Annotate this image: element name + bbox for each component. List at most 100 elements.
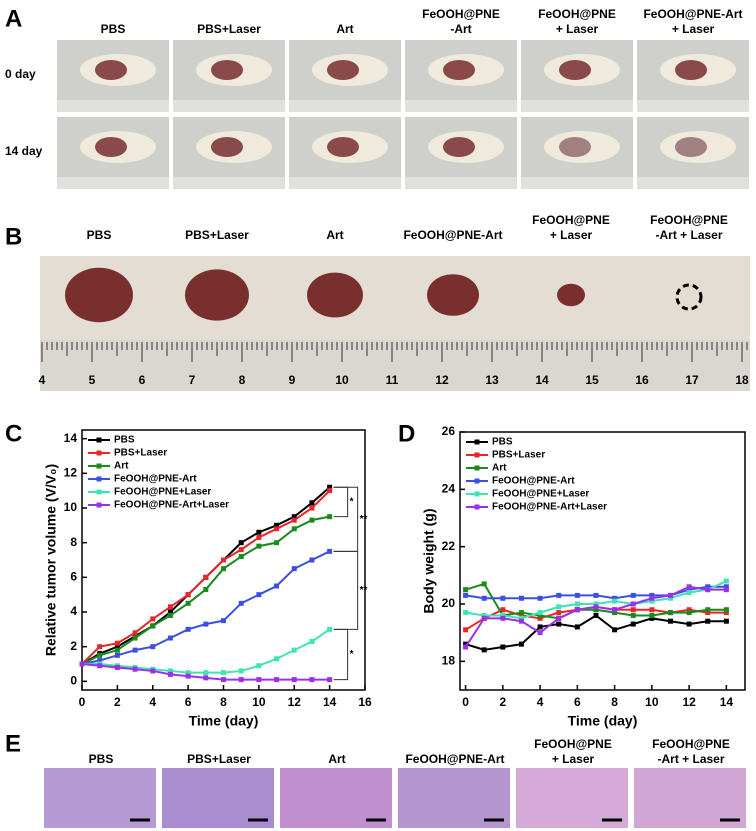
data-point [705,610,711,616]
data-point [221,566,226,572]
data-point [481,595,487,601]
data-point [500,644,506,650]
significance-mark: ** [360,585,368,596]
data-point [274,583,280,589]
x-tick-label: 12 [682,695,696,709]
x-tick-label: 8 [220,695,227,709]
ruler-label: 16 [635,373,649,387]
ruler-label: 6 [139,373,146,387]
data-point [274,677,280,683]
data-point [150,644,156,650]
data-point [667,595,673,601]
scale-ruler [521,177,633,189]
data-point [309,517,315,523]
ruler-label: 18 [735,373,749,387]
column-header: + Laser [672,22,715,36]
data-point [463,587,469,593]
tumor [211,137,243,157]
data-point [114,652,120,658]
data-point [167,612,173,618]
data-point [537,610,543,616]
data-point [256,677,262,683]
panel-label: D [398,420,415,447]
data-point [612,607,618,613]
column-header: FeOOH@PNE-Art [405,752,504,766]
legend-label: PBS+Laser [492,450,545,461]
ruler-label: 15 [585,373,599,387]
x-axis-label: Time (day) [568,713,638,729]
legend-label: FeOOH@PNE+Laser [492,489,589,500]
data-point [556,615,562,621]
histology-image [162,768,274,828]
data-point [593,592,599,598]
data-point [291,566,297,572]
data-point [327,484,333,490]
panel-label: E [5,730,21,757]
data-point [649,598,655,604]
legend-label: Art [114,461,129,472]
histology-image [280,768,392,828]
data-point [723,584,729,590]
y-tick-label: 2 [70,639,77,653]
data-point [630,601,636,607]
column-header: + Laser [550,228,593,242]
data-point [291,647,297,653]
data-point [686,610,692,616]
data-point [274,526,280,532]
x-tick-label: 14 [720,695,734,709]
data-point [238,554,244,560]
tumor [443,60,475,80]
data-point [167,604,173,610]
y-tick-label: 6 [70,570,77,584]
data-point [291,514,297,520]
data-point [185,670,191,676]
data-point [649,612,655,618]
data-point [686,590,692,596]
data-point [556,610,562,616]
significance-mark: ** [360,514,368,525]
legend-marker [96,450,102,456]
column-header: + Laser [552,752,595,766]
data-point [612,598,618,604]
data-point [291,517,297,523]
ruler-label: 17 [685,373,699,387]
x-tick-label: 6 [185,695,192,709]
y-tick-label: 0 [70,674,77,688]
column-header: FeOOH@PNE-Art [403,228,502,242]
column-header: Art [328,752,345,766]
column-header: FeOOH@PNE [422,7,500,21]
data-point [132,630,138,636]
legend-label: FeOOH@PNE-Art+Laser [492,502,607,513]
data-point [686,584,692,590]
data-point [612,627,618,633]
data-point [500,595,506,601]
data-point [481,581,487,587]
data-point [537,612,543,618]
data-point [612,610,618,616]
column-header: -Art + Laser [657,752,724,766]
data-point [291,677,297,683]
scale-ruler [289,177,401,189]
data-point [574,592,580,598]
data-point [185,592,191,598]
legend-label: PBS [492,437,513,448]
column-header: PBS+Laser [185,228,249,242]
x-tick-label: 4 [149,695,156,709]
data-point [185,600,191,606]
ruler-label: 7 [189,373,196,387]
column-header: FeOOH@PNE [538,7,616,21]
tumor [95,137,127,157]
data-point [686,621,692,627]
scale-ruler [637,177,749,189]
row-label: 14 day [5,144,43,158]
data-point [463,644,469,650]
data-point [97,644,103,650]
data-point [327,626,333,632]
data-point [274,656,280,662]
data-point [114,640,120,646]
data-point [256,534,262,540]
data-point [309,677,315,683]
data-point [167,635,173,641]
data-point [481,647,487,653]
